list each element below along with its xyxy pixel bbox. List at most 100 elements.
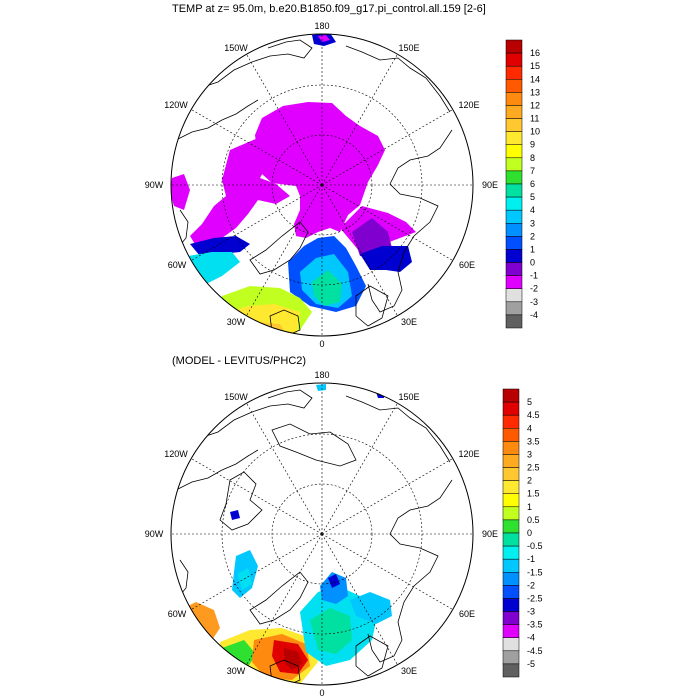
map-top: 180 150E 120E 90E 60E 30E 0 30W 60W 90W … [145,21,540,349]
lon-label: 30W [227,666,246,676]
field-region-arctic-basin [255,102,385,238]
colorbar-label: -4.5 [527,646,543,656]
field-region-barents-diff [350,592,392,624]
colorbar-swatch [505,118,523,132]
colorbar-swatch [502,414,520,429]
colorbar-label: 1 [530,244,535,254]
colorbar-swatch [502,611,520,625]
lon-label: 30E [401,317,417,327]
colorbar-swatch [505,249,523,263]
colorbar-swatch [502,441,520,455]
field-region-baffin-blue [230,510,240,520]
field-region-hudson [171,174,190,210]
colorbar-label: 4.5 [527,410,540,420]
lon-label: 120W [164,449,188,459]
colorbar-label: 2 [527,476,532,486]
field-region-bering-diff [316,384,326,391]
field-region-labrador-blue [190,236,250,256]
colorbar-label: 4 [530,205,535,215]
colorbar-swatch [505,92,523,106]
colorbar-label: -3 [527,607,535,617]
colorbar-swatch [505,209,523,224]
colorbar-label: 16 [530,48,540,58]
colorbar-label: -4 [527,633,535,643]
colorbar-swatch [502,650,520,665]
lon-labels-top: 180 150E 120E 90E 60E 30E 0 30W 60W 90W … [145,21,498,349]
colorbar-label: 12 [530,100,540,110]
field-region-nordic-diff-green [310,608,352,654]
field-region-nordic-core [312,270,342,306]
colorbar-label: 7 [530,166,535,176]
lon-label: 180 [314,21,329,31]
colorbar-label: 2 [530,231,535,241]
lon-label: 120W [164,100,188,110]
colorbar-label: 0 [530,258,535,268]
colorbar-label: -1.5 [527,567,543,577]
colorbar-swatch [505,223,523,237]
lon-label: 90W [145,180,164,190]
lon-label: 90E [482,529,498,539]
lon-label: 120E [458,100,479,110]
field-region-nordic-diff-darkblue [328,574,340,588]
colorbar-swatch [505,79,523,93]
colorbar-swatch [505,39,523,54]
colorbar-label: 9 [530,140,535,150]
lon-label: 150E [398,392,419,402]
colorbar-label: 15 [530,61,540,71]
map-bottom: 180 150E 120E 90E 60E 30E 0 30W 60W 90W … [145,370,543,698]
coastlines-top [175,39,453,336]
colorbar-swatch [502,572,520,586]
field-region-labrador-diff-inner [238,568,252,590]
graticule-top [171,34,473,336]
colorbar-swatch [505,275,523,289]
graticule-bottom [171,383,473,685]
lon-label: 120E [458,449,479,459]
colorbar-label: 0 [527,528,532,538]
lon-label: 30W [227,317,246,327]
colorbar-label: -2.5 [527,593,543,603]
lon-label: 30E [401,666,417,676]
field-region-bering-magenta [318,35,330,42]
lon-labels-bottom: 180 150E 120E 90E 60E 30E 0 30W 60W 90W … [145,370,498,698]
colorbar-label: -2 [530,284,538,294]
colorbar-swatch [502,545,520,560]
colorbar-swatch [502,624,520,638]
colorbar-swatch [505,288,523,303]
lon-label: 90W [145,529,164,539]
colorbar-label: 10 [530,127,540,137]
colorbar-label: 2.5 [527,463,540,473]
colorbar-label: 13 [530,87,540,97]
colorbar-swatch [502,598,520,612]
colorbar-label: -0.5 [527,541,543,551]
colorbar-bottom: 5 4.5 4 3.5 3 2.5 2 1.5 1 0.5 0 -0.5 -1 -1.5 -2 -2.5 -3 -… [502,388,543,678]
colorbar-label: 6 [530,179,535,189]
colorbar-label: -5 [527,659,535,669]
colorbar-swatch [505,52,523,67]
lon-label: 180 [314,370,329,380]
field-region-gulfstream-darkred [284,648,302,670]
colorbar-label: -1 [530,271,538,281]
colorbar-swatch [502,663,520,678]
panel-title-bottom: (MODEL - LEVITUS/PHC2) [172,355,307,367]
colorbar-label: 4 [527,423,532,433]
colorbar-swatch [505,314,523,329]
lon-label: 0 [319,339,324,349]
colorbar-swatch [505,196,523,211]
panel-title-top: TEMP at z= 95.0m, b.e20.B1850.f09_g17.pi… [172,3,486,15]
colorbar-swatch [502,637,520,652]
lon-label: 0 [319,688,324,698]
colorbar-swatch [505,157,523,172]
colorbar-swatch [505,301,523,316]
colorbar-label: 8 [530,153,535,163]
colorbar-label: 3.5 [527,436,540,446]
colorbar-swatch [502,454,520,468]
colorbar-swatch [505,170,523,185]
map-boundary-bottom [170,382,474,686]
map-boundary-top [170,33,474,337]
colorbar-swatch [502,506,520,521]
colorbar-swatch [505,105,523,119]
lon-label: 150W [224,392,248,402]
colorbar-swatch [505,262,523,276]
colorbar-label: -2 [527,580,535,590]
